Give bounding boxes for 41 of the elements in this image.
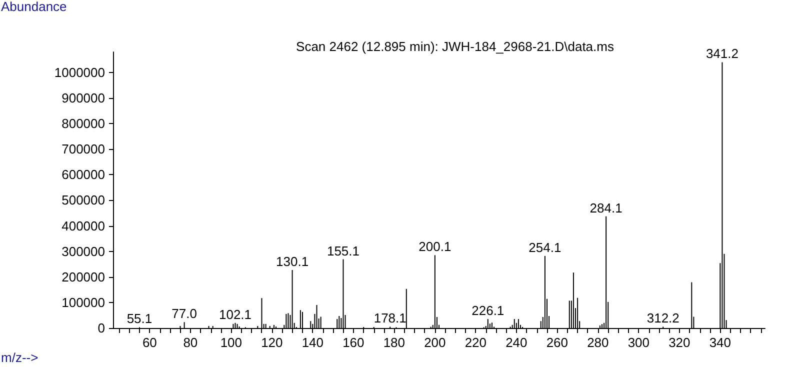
x-tick-label: 160 bbox=[342, 335, 364, 350]
x-tick-label: 300 bbox=[628, 335, 650, 350]
x-tick-label: 180 bbox=[383, 335, 406, 350]
x-tick-label: 200 bbox=[424, 335, 446, 350]
annotation: 130.1 bbox=[276, 254, 309, 269]
y-tick-label: 400000 bbox=[62, 218, 105, 234]
x-tick-label: 120 bbox=[261, 335, 283, 350]
annotation: 341.2 bbox=[706, 46, 738, 62]
annotation: 284.1 bbox=[590, 200, 622, 216]
y-tick-label: 700000 bbox=[62, 142, 105, 157]
annotation: 312.2 bbox=[646, 310, 680, 326]
y-tick-label: 800000 bbox=[62, 116, 105, 132]
x-tick-label: 220 bbox=[464, 335, 487, 350]
annotation: 254.1 bbox=[528, 240, 562, 255]
y-tick-label: 500000 bbox=[62, 192, 105, 208]
chart-title: Scan 2462 (12.895 min): JWH-184_2968-21.D\data.ms bbox=[296, 39, 614, 54]
annotation: 226.1 bbox=[472, 303, 504, 318]
y-tick-label: 0 bbox=[98, 320, 105, 336]
annotation: 77.0 bbox=[172, 306, 197, 322]
x-tick-label: 140 bbox=[302, 335, 324, 350]
x-tick-label: 100 bbox=[220, 335, 242, 350]
annotation: 178.1 bbox=[374, 310, 406, 326]
y-tick-label: 200000 bbox=[62, 269, 105, 284]
y-tick-label: 300000 bbox=[62, 244, 105, 259]
x-tick-label: 260 bbox=[546, 335, 568, 350]
x-axis-title: m/z--> bbox=[1, 350, 38, 365]
y-axis-title: Abundance bbox=[1, 0, 67, 14]
y-tick-label: 1000000 bbox=[54, 64, 105, 80]
y-tick-label: 900000 bbox=[62, 90, 105, 106]
x-tick-label: 240 bbox=[506, 335, 528, 350]
annotation: 102.1 bbox=[218, 306, 252, 322]
annotation: 55.1 bbox=[126, 311, 152, 326]
x-tick-label: 60 bbox=[142, 335, 157, 350]
x-tick-label: 320 bbox=[668, 335, 690, 350]
x-tick-label: 80 bbox=[183, 335, 198, 350]
y-tick-label: 600000 bbox=[62, 167, 105, 182]
annotation: 200.1 bbox=[418, 239, 452, 254]
y-tick-label: 100000 bbox=[62, 294, 105, 310]
x-tick-label: 340 bbox=[709, 335, 732, 350]
x-tick-label: 280 bbox=[587, 335, 609, 350]
annotation: 155.1 bbox=[326, 243, 360, 258]
